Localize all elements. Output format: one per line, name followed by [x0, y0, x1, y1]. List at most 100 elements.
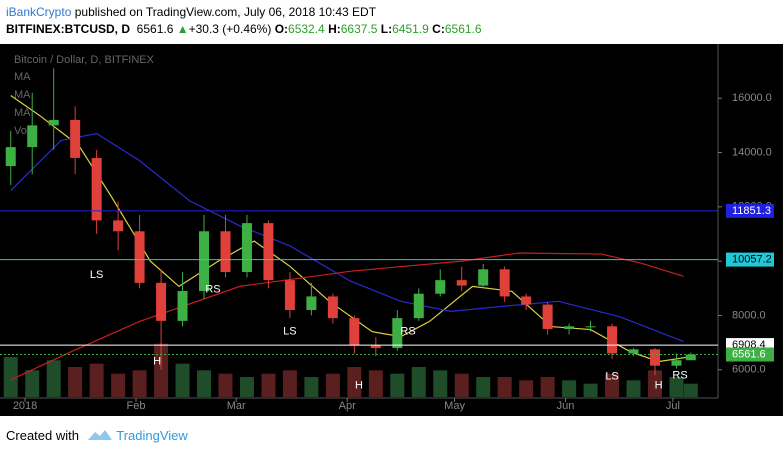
x-tick-label: Jun — [557, 400, 575, 412]
indicator-label: MA — [14, 89, 31, 101]
x-tick-label: Mar — [227, 400, 246, 412]
volume-bar — [111, 373, 126, 397]
y-tick-label: 16000.0 — [732, 92, 772, 104]
volume-bar — [197, 370, 212, 397]
candle-body — [113, 220, 124, 232]
price-label-bg — [726, 203, 774, 218]
candle-body — [177, 291, 188, 321]
candle-body — [156, 282, 167, 321]
candle-body — [585, 326, 596, 328]
arrow: ▲ — [176, 22, 189, 36]
volume-bar — [540, 377, 555, 397]
candle-body — [284, 280, 295, 311]
annotation: RS — [205, 283, 220, 295]
x-tick-label: Feb — [127, 400, 146, 412]
candle-body — [542, 304, 553, 330]
indicator-label: MA — [14, 107, 31, 119]
candle-body — [607, 326, 618, 354]
volume-bar — [304, 377, 319, 397]
symbol: BITFINEX:BTCUSD, D — [6, 22, 130, 36]
volume-bar — [605, 373, 620, 397]
annotation: RS — [400, 325, 415, 337]
price-label-bg — [726, 252, 774, 267]
volume-bar — [669, 377, 684, 397]
volume-bar — [648, 370, 663, 397]
candle-body — [5, 147, 16, 167]
brand[interactable]: TradingView — [116, 428, 188, 443]
volume-bar — [476, 377, 491, 397]
volume-bar — [325, 373, 340, 397]
price-label-bg — [726, 347, 774, 362]
high: 6637.5 — [340, 22, 378, 36]
candle-body — [134, 231, 145, 283]
x-tick-label: May — [444, 400, 465, 412]
volume-bar — [583, 383, 598, 397]
volume-bar — [218, 373, 233, 397]
volume-bar — [239, 377, 254, 397]
candle-body — [650, 349, 661, 366]
moving-average — [10, 252, 684, 381]
volume-bar — [411, 367, 426, 397]
indicator-label: Vo — [14, 125, 27, 137]
created: Created with — [6, 428, 79, 443]
price-label: 6561.6 — [732, 348, 766, 360]
author[interactable]: iBankCrypto — [6, 5, 72, 19]
candle-body — [48, 119, 59, 126]
candle-body — [91, 157, 102, 221]
annotation: RS — [672, 370, 687, 382]
volume-bar — [368, 370, 383, 397]
annotation: H — [655, 380, 663, 392]
volume-bar — [89, 363, 104, 397]
indicator-label: MA — [14, 71, 31, 83]
open: 6532.4 — [288, 22, 325, 36]
price-label: 10057.2 — [732, 253, 772, 265]
logo — [87, 430, 112, 440]
volume-bar — [68, 367, 83, 397]
annotation: H — [355, 380, 363, 392]
candle-body — [370, 345, 381, 349]
candle-body — [241, 223, 252, 272]
close: 6561.6 — [444, 22, 482, 36]
candle-body — [392, 318, 403, 349]
published: published on TradingView.com, July 06, 2… — [74, 5, 377, 19]
chart: Bitcoin / Dollar, D, BITFINEX MA MA MA Vo 60… — [0, 44, 783, 416]
moving-average — [10, 132, 684, 343]
l-label: L: — [380, 22, 393, 36]
volume-bar — [454, 373, 469, 397]
volume-bar — [3, 357, 18, 397]
candle-body — [306, 296, 317, 311]
candle-body — [628, 349, 639, 354]
candle-body — [413, 293, 424, 319]
candle-body — [671, 360, 682, 366]
last: 6561.6 — [136, 22, 174, 36]
candle-body — [263, 223, 274, 281]
x-tick-label: 2018 — [13, 400, 37, 412]
watermark: Bitcoin / Dollar, D, BITFINEX — [14, 54, 155, 66]
candle-body — [478, 269, 489, 286]
price-label: 11851.3 — [732, 205, 771, 217]
low: 6451.9 — [392, 22, 429, 36]
volume-bar — [25, 370, 40, 397]
annotation: LS — [605, 371, 618, 383]
candle-body — [456, 280, 467, 286]
change: +30.3 (+0.46%) — [188, 22, 272, 36]
volume-bar — [519, 380, 534, 397]
candle-body — [327, 296, 338, 319]
volume-bar — [46, 360, 61, 397]
annotation: LS — [90, 269, 103, 281]
volume-bar — [261, 373, 276, 397]
volume-bar — [154, 343, 169, 397]
o-label: O: — [274, 22, 289, 36]
volume-bar — [562, 380, 577, 397]
volume-bar — [497, 377, 512, 397]
volume-bar — [433, 370, 448, 397]
y-tick-label: 14000.0 — [732, 146, 772, 158]
c-label: C: — [432, 22, 445, 36]
volume-bar — [347, 367, 362, 397]
footer: Created with TradingView — [6, 426, 188, 443]
volume-bar — [175, 363, 190, 397]
candle-body — [521, 296, 532, 305]
y-tick-label: 8000.0 — [732, 309, 766, 321]
candle-body — [349, 318, 360, 346]
